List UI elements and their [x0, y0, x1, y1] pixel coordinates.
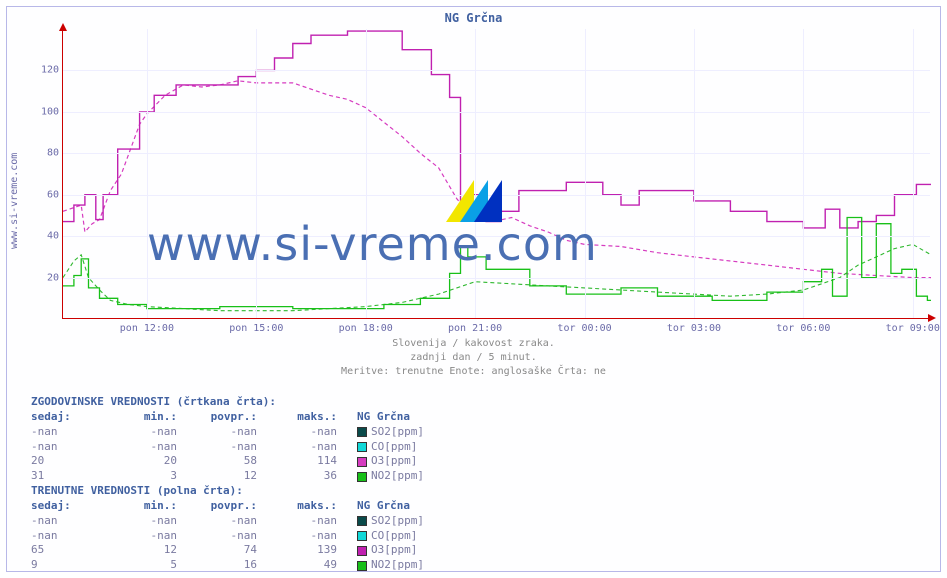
legend-swatch: [357, 427, 367, 437]
x-tick: pon 18:00: [339, 323, 393, 334]
legend-label: NO2[ppm]: [371, 558, 424, 573]
legend-label: SO2[ppm]: [371, 514, 424, 529]
plot-svg: [63, 29, 931, 319]
legend-swatch: [357, 516, 367, 526]
x-tick: tor 00:00: [557, 323, 611, 334]
y-tick: 120: [31, 65, 59, 76]
x-tick: pon 12:00: [120, 323, 174, 334]
legend-label: O3[ppm]: [371, 543, 417, 558]
table-row: -nan-nan-nan-nanSO2[ppm]: [31, 514, 491, 529]
legend-swatch: [357, 457, 367, 467]
chart-container: NG Grčna www.si-vreme.com 20406080100120…: [6, 6, 941, 572]
y-axis-label: www.si-vreme.com: [9, 153, 20, 249]
hist-header: ZGODOVINSKE VREDNOSTI (črtkana črta):: [31, 395, 491, 410]
table-row: 651274139O3[ppm]: [31, 543, 491, 558]
legend-label: CO[ppm]: [371, 529, 417, 544]
caption: Slovenija / kakovost zraka. zadnji dan /…: [7, 337, 940, 379]
legend-swatch: [357, 472, 367, 482]
x-tick: pon 15:00: [229, 323, 283, 334]
y-tick: 80: [31, 148, 59, 159]
series-NO2_cur: [63, 218, 931, 309]
table-row: 202058114O3[ppm]: [31, 454, 491, 469]
legend-label: CO[ppm]: [371, 440, 417, 455]
plot-area: 20406080100120pon 12:00pon 15:00pon 18:0…: [62, 29, 930, 319]
watermark-logo: [446, 180, 502, 222]
table-row: -nan-nan-nan-nanSO2[ppm]: [31, 425, 491, 440]
cur-header: TRENUTNE VREDNOSTI (polna črta):: [31, 484, 491, 499]
legend-label: NO2[ppm]: [371, 469, 424, 484]
y-tick: 20: [31, 272, 59, 283]
cur-col-header: sedaj: min.: povpr.: maks.: NG Grčna: [31, 499, 491, 514]
y-tick: 100: [31, 106, 59, 117]
legend-label: SO2[ppm]: [371, 425, 424, 440]
legend-swatch: [357, 442, 367, 452]
table-row: 3131236NO2[ppm]: [31, 469, 491, 484]
legend-swatch: [357, 561, 367, 571]
hist-col-header: sedaj: min.: povpr.: maks.: NG Grčna: [31, 410, 491, 425]
x-tick: pon 21:00: [448, 323, 502, 334]
table-row: 951649NO2[ppm]: [31, 558, 491, 573]
table-row: -nan-nan-nan-nanCO[ppm]: [31, 440, 491, 455]
table-row: -nan-nan-nan-nanCO[ppm]: [31, 529, 491, 544]
x-tick: tor 03:00: [667, 323, 721, 334]
legend-label: O3[ppm]: [371, 454, 417, 469]
chart-title: NG Grčna: [7, 11, 940, 25]
x-tick: tor 09:00: [886, 323, 940, 334]
caption-line3: Meritve: trenutne Enote: anglosaške Črta…: [7, 365, 940, 379]
y-tick: 40: [31, 231, 59, 242]
y-tick: 60: [31, 189, 59, 200]
x-tick: tor 06:00: [776, 323, 830, 334]
legend-swatch: [357, 531, 367, 541]
caption-line1: Slovenija / kakovost zraka.: [7, 337, 940, 351]
legend-swatch: [357, 546, 367, 556]
value-tables: ZGODOVINSKE VREDNOSTI (črtkana črta): se…: [31, 395, 491, 573]
caption-line2: zadnji dan / 5 minut.: [7, 351, 940, 365]
